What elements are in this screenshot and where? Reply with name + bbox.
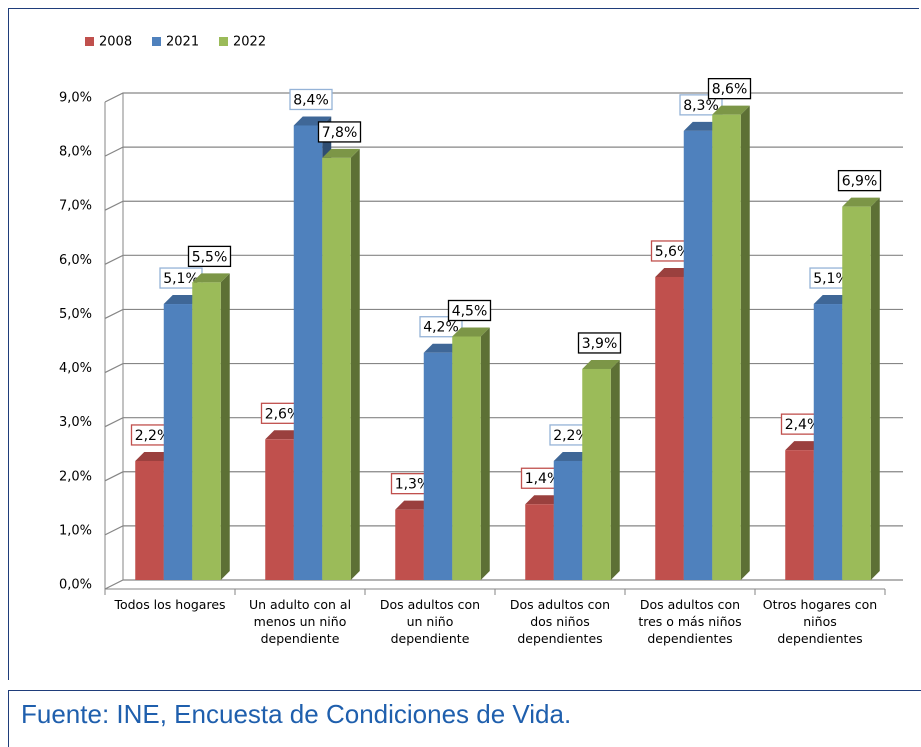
bar-top — [683, 121, 722, 131]
x-tick-label: Dos adultos con un niño dependiente — [379, 597, 481, 646]
bar — [452, 336, 481, 580]
x-tick-label: Otros hogares con niños dependientes — [762, 597, 878, 646]
value-label-box — [679, 94, 723, 116]
source-note: Fuente: INE, Encuesta de Condiciones de … — [8, 690, 921, 747]
bar-top — [265, 430, 303, 440]
value-label: 5,1% — [163, 271, 199, 287]
bar — [785, 450, 814, 580]
bar-top — [525, 495, 563, 505]
bar-side — [480, 327, 490, 580]
bar-top — [553, 451, 592, 461]
chart: 0,0% 1,0% 2,0% 3,0% 4,0% 5,0% 6,0% 7,0% 8,0% 9,0%… — [59, 35, 903, 595]
bar — [712, 114, 741, 581]
value-label: 3,9% — [582, 336, 618, 352]
value-label-box — [317, 121, 362, 143]
bar-top — [452, 327, 490, 337]
bar — [192, 282, 221, 580]
grid-line — [104, 200, 903, 211]
bar-top — [135, 451, 173, 461]
bar — [423, 352, 453, 580]
value-label: 8,6% — [712, 82, 748, 98]
y-tick-label: 7,0% — [59, 199, 92, 214]
value-label: 8,3% — [683, 98, 719, 114]
bar-top — [163, 295, 202, 305]
bar — [293, 125, 323, 580]
bar — [265, 439, 294, 580]
bar-side — [610, 359, 620, 580]
y-tick-label: 1,0% — [59, 523, 92, 538]
value-label: 2,2% — [553, 428, 589, 444]
bar-side — [870, 197, 880, 580]
y-tick-label: 9,0% — [59, 91, 92, 106]
bar-top — [322, 148, 360, 158]
x-tick-label: Dos adultos con tres o más niños dependi… — [638, 597, 742, 646]
bar — [163, 304, 193, 580]
bar — [525, 504, 554, 580]
x-tick-label: Dos adultos con dos niños dependientes — [509, 597, 611, 646]
bar — [655, 276, 684, 580]
value-label: 1,3% — [395, 477, 431, 493]
bar — [813, 304, 843, 580]
bar — [683, 130, 713, 580]
y-tick-label: 0,0% — [59, 578, 92, 593]
bar-top — [582, 359, 620, 369]
bar-top — [655, 267, 693, 277]
value-label-box — [419, 316, 463, 338]
value-label-box — [187, 245, 232, 268]
value-label: 5,1% — [813, 271, 849, 287]
bar-top — [423, 343, 462, 353]
value-label: 5,5% — [192, 249, 228, 265]
value-label: 6,9% — [842, 174, 878, 190]
value-label-box — [837, 169, 882, 192]
value-label-box — [289, 88, 333, 111]
y-tick-label: 6,0% — [59, 253, 92, 268]
grid-line — [104, 579, 903, 590]
bar-top — [813, 295, 852, 305]
bar — [322, 157, 351, 580]
value-label: 4,5% — [452, 304, 488, 320]
value-label: 2,6% — [265, 406, 301, 422]
value-label-box — [447, 299, 492, 322]
bar — [582, 368, 611, 580]
value-label: 4,2% — [423, 320, 459, 336]
bar — [842, 206, 871, 580]
grid-line — [104, 92, 903, 103]
y-tick-label: 3,0% — [59, 415, 92, 430]
value-label: 7,8% — [322, 125, 358, 141]
legend-swatch — [152, 37, 161, 46]
legend-swatch — [85, 37, 94, 46]
bar — [395, 509, 424, 580]
y-tick-label: 8,0% — [59, 145, 92, 160]
value-label: 8,4% — [293, 92, 329, 108]
bar-top — [842, 197, 880, 207]
legend-label: 2022 — [233, 35, 266, 50]
value-label: 5,6% — [655, 244, 691, 260]
bar — [553, 460, 583, 580]
grid-line — [104, 146, 903, 157]
bar-top — [395, 500, 433, 510]
legend-label: 2008 — [99, 35, 132, 50]
y-tick-label: 5,0% — [59, 307, 92, 322]
y-tick-label: 2,0% — [59, 469, 92, 484]
chart-frame — [8, 8, 919, 680]
x-tick-label: Un adulto con al menos un niño dependien… — [248, 597, 352, 646]
bar-top — [712, 105, 750, 115]
value-label-box — [577, 332, 622, 354]
y-tick-label: 4,0% — [59, 361, 92, 376]
legend-swatch — [219, 37, 228, 46]
bar-top — [192, 273, 230, 283]
bar — [135, 460, 164, 580]
value-label: 2,2% — [135, 428, 171, 444]
bar-side — [220, 273, 230, 580]
bar-side — [740, 105, 750, 581]
value-label-box — [707, 77, 752, 100]
value-label: 1,4% — [525, 471, 561, 487]
bar-top — [785, 441, 823, 451]
value-label: 2,4% — [785, 417, 821, 433]
x-tick-label: Todos los hogares — [114, 597, 226, 612]
bar-side — [350, 148, 360, 580]
legend-label: 2021 — [166, 35, 199, 50]
